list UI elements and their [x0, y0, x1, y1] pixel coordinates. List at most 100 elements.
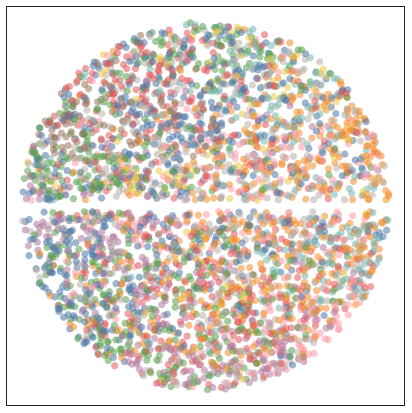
scatter-point [207, 246, 215, 254]
scatter-point [147, 369, 155, 377]
scatter-point [108, 326, 116, 334]
scatter-point [230, 266, 239, 275]
scatter-point [272, 145, 281, 153]
scatter-point [226, 47, 234, 55]
scatter-point [266, 50, 274, 58]
scatter-point [346, 162, 354, 171]
scatter-point [164, 76, 172, 84]
scatter-point [170, 90, 178, 98]
scatter-point [260, 137, 268, 145]
scatter-point [175, 121, 183, 129]
scatter-point [95, 64, 103, 72]
scatter-point [121, 319, 129, 327]
scatter-point [242, 182, 250, 190]
scatter-point [204, 164, 212, 172]
scatter-point [224, 208, 232, 216]
scatter-point [274, 369, 282, 377]
scatter-point [367, 174, 375, 182]
scatter-point [258, 186, 266, 194]
scatter-point [62, 237, 70, 245]
scatter-point [225, 370, 233, 378]
scatter-point [134, 39, 142, 47]
scatter-point [258, 145, 266, 153]
scatter-point [300, 303, 308, 312]
scatter-point [181, 348, 190, 356]
scatter-point [156, 129, 164, 137]
scatter-point [265, 233, 273, 241]
scatter-point [39, 142, 47, 150]
scatter-point [183, 125, 191, 133]
scatter-point [311, 309, 319, 317]
scatter-point [336, 245, 344, 253]
scatter-point [330, 300, 338, 309]
scatter-point [121, 154, 130, 162]
scatter-point [338, 162, 347, 170]
scatter-point [343, 252, 351, 261]
scatter-point [112, 69, 120, 77]
scatter-point [368, 266, 376, 275]
scatter-point [137, 31, 145, 39]
scatter-point [135, 273, 143, 281]
scatter-point [165, 50, 174, 58]
scatter-point [32, 266, 40, 274]
scatter-point [134, 308, 142, 317]
scatter-point [195, 186, 203, 194]
scatter-point [257, 319, 265, 327]
scatter-point [111, 220, 119, 228]
scatter-point [286, 102, 294, 110]
scatter-point [358, 164, 366, 172]
scatter-point [185, 321, 193, 329]
scatter-point [300, 228, 308, 236]
scatter-point [270, 82, 278, 91]
scatter-point [121, 328, 129, 336]
scatter-point [75, 69, 83, 77]
scatter-point [274, 100, 283, 108]
scatter-point [141, 216, 149, 225]
scatter-point [155, 62, 163, 70]
scatter-point [207, 280, 215, 288]
scatter-point [134, 314, 142, 323]
scatter-point [176, 156, 184, 164]
scatter-point [364, 142, 372, 150]
scatter-point [246, 161, 255, 169]
scatter-point [251, 123, 260, 131]
scatter-point [56, 267, 64, 275]
scatter-point [101, 319, 109, 328]
scatter-point [268, 140, 276, 148]
scatter-point [266, 55, 274, 63]
scatter-point [262, 175, 270, 183]
scatter-point [341, 126, 349, 135]
scatter-point [108, 269, 116, 277]
scatter-point [344, 311, 352, 319]
scatter-point [51, 169, 59, 178]
scatter-point [66, 183, 74, 191]
scatter-point [297, 253, 305, 261]
scatter-point [83, 337, 91, 346]
scatter-point [198, 36, 206, 45]
scatter-point [361, 292, 369, 300]
scatter-point [271, 170, 279, 179]
scatter-point [175, 262, 183, 270]
scatter-point [135, 189, 143, 197]
scatter-point [270, 254, 278, 262]
scatter-point [342, 263, 351, 271]
scatter-point [209, 369, 218, 377]
scatter-point [46, 292, 54, 300]
scatter-point [162, 59, 171, 68]
scatter-point [164, 177, 172, 185]
scatter-point [276, 189, 284, 197]
scatter-point [125, 358, 133, 366]
scatter-point [67, 128, 75, 136]
scatter-point [168, 325, 177, 333]
scatter-point [103, 59, 112, 68]
scatter-point [138, 298, 146, 306]
scatter-point [118, 354, 126, 362]
scatter-point [181, 142, 189, 150]
scatter-point [81, 256, 89, 264]
scatter-point [311, 97, 319, 105]
scatter-point [105, 291, 113, 299]
scatter-point [98, 110, 106, 118]
scatter-point [116, 346, 124, 354]
scatter-point [153, 251, 161, 259]
scatter-point [324, 90, 332, 98]
